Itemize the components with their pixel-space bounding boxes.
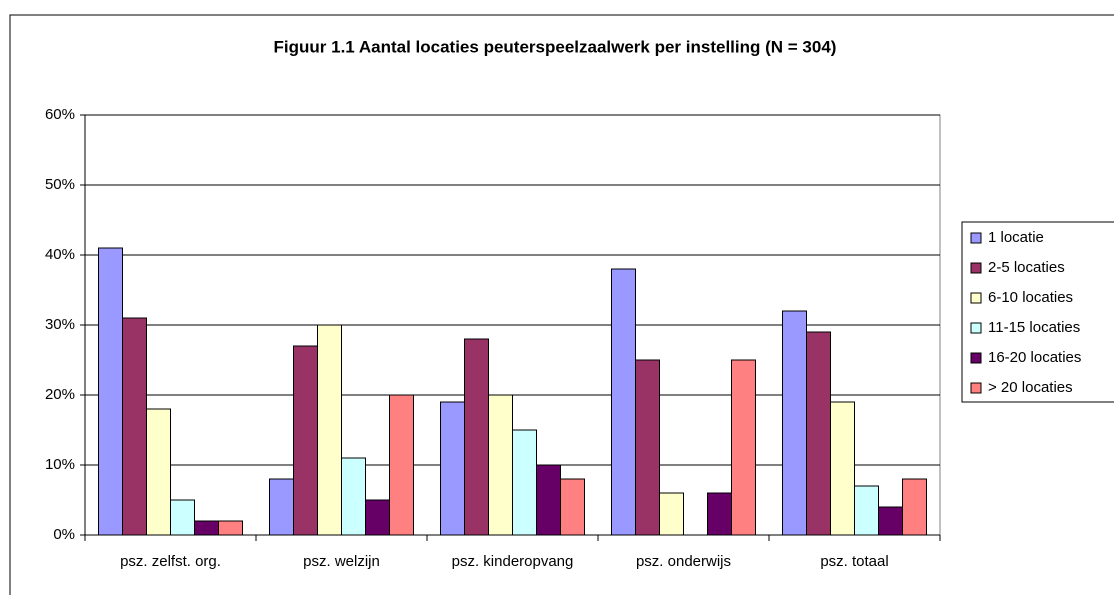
y-tick-label: 0% <box>53 526 75 543</box>
y-tick-label: 60% <box>45 106 75 123</box>
y-tick-label: 30% <box>45 316 75 333</box>
y-tick-label: 50% <box>45 176 75 193</box>
bar <box>341 457 366 536</box>
legend-label: 16-20 locaties <box>988 349 1081 366</box>
legend-label: 1 locatie <box>988 229 1044 246</box>
bar <box>731 359 756 536</box>
bar <box>218 520 243 536</box>
bar <box>365 499 390 536</box>
legend-swatch <box>970 262 982 274</box>
bar <box>293 345 318 536</box>
x-tick-label: psz. onderwijs <box>636 553 731 570</box>
legend-swatch <box>970 322 982 334</box>
y-tick-label: 20% <box>45 386 75 403</box>
bar <box>269 478 294 536</box>
bar <box>902 478 927 536</box>
bar <box>560 478 585 536</box>
legend-label: > 20 locaties <box>988 379 1073 396</box>
bar <box>806 331 831 536</box>
bar <box>707 492 732 536</box>
y-tick-label: 40% <box>45 246 75 263</box>
bar <box>782 310 807 536</box>
bar <box>830 401 855 536</box>
bar <box>122 317 147 536</box>
x-tick-label: psz. welzijn <box>303 553 380 570</box>
chart-title: Figuur 1.1 Aantal locaties peuterspeelza… <box>274 37 837 56</box>
bar <box>635 359 660 536</box>
bar <box>464 338 489 536</box>
bar <box>659 492 684 536</box>
legend-swatch <box>970 292 982 304</box>
legend-swatch <box>970 382 982 394</box>
legend-swatch <box>970 232 982 244</box>
bar <box>878 506 903 536</box>
bar <box>317 324 342 536</box>
legend-box <box>961 221 1114 403</box>
bar <box>854 485 879 536</box>
legend-swatch <box>970 352 982 364</box>
bar <box>440 401 465 536</box>
bar <box>98 247 123 536</box>
legend-label: 6-10 locaties <box>988 289 1073 306</box>
x-tick-label: psz. kinderopvang <box>452 553 574 570</box>
legend-label: 11-15 locaties <box>988 319 1080 336</box>
bar <box>611 268 636 536</box>
bar <box>389 394 414 536</box>
bar <box>512 429 537 536</box>
bar <box>146 408 171 536</box>
x-tick-label: psz. totaal <box>820 553 888 570</box>
legend-label: 2-5 locaties <box>988 259 1065 276</box>
x-tick-label: psz. zelfst. org. <box>120 553 221 570</box>
bar <box>488 394 513 536</box>
bar <box>194 520 219 536</box>
y-tick-label: 10% <box>45 456 75 473</box>
bar <box>536 464 561 536</box>
bar <box>170 499 195 536</box>
